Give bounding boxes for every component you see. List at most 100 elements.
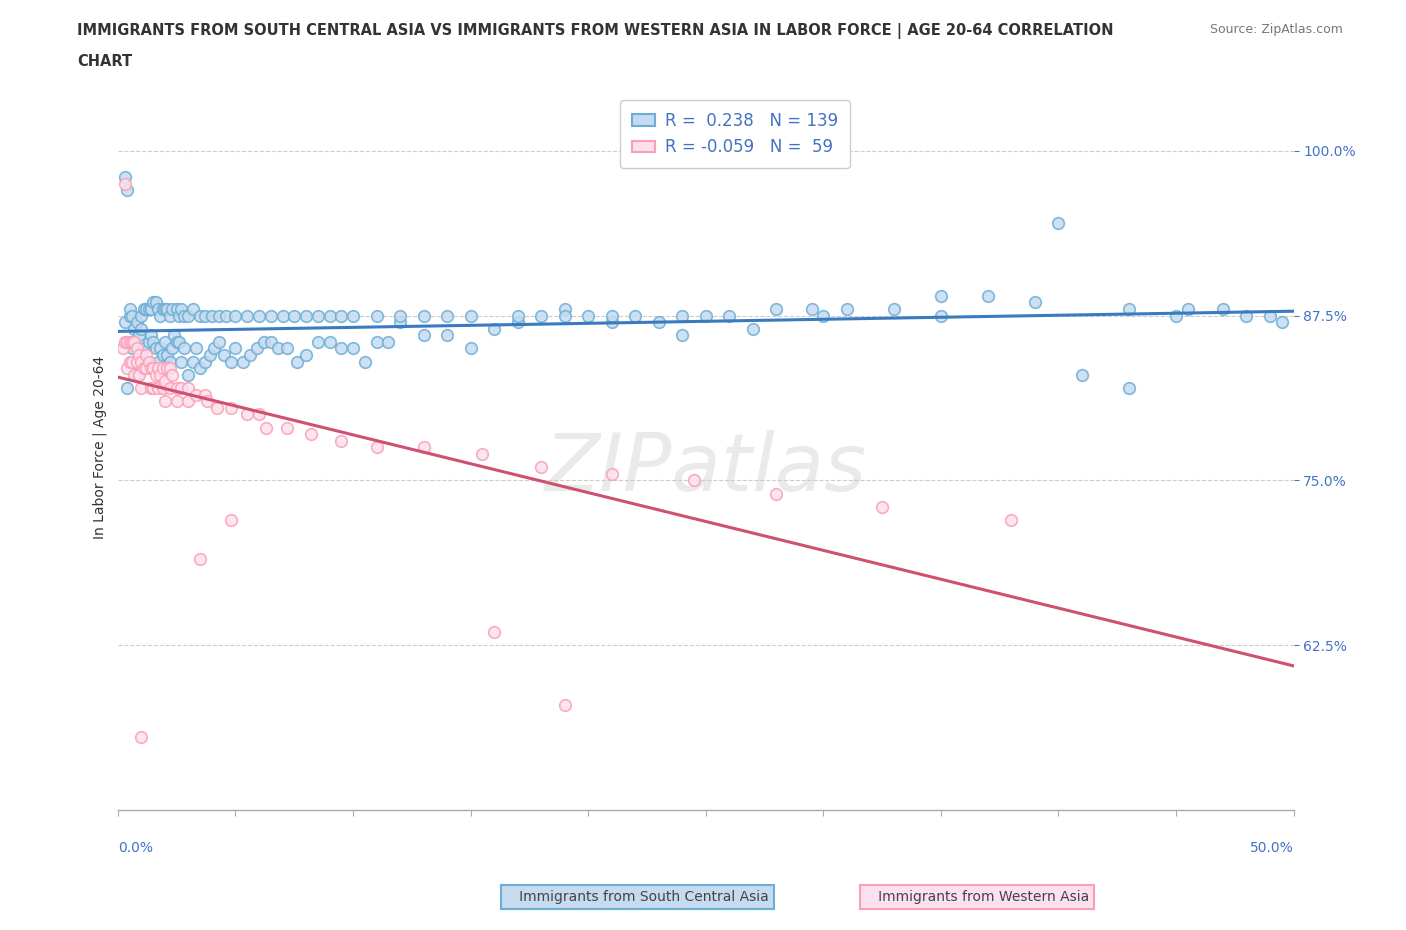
- Point: [131, 321, 153, 336]
- Point: [1258, 308, 1281, 323]
- Point: [128, 367, 150, 382]
- Point: [152, 361, 174, 376]
- Text: CHART: CHART: [77, 54, 132, 69]
- Point: [318, 308, 340, 323]
- Point: [125, 341, 148, 356]
- Point: [283, 308, 305, 323]
- Point: [1024, 295, 1046, 310]
- Point: [181, 301, 204, 316]
- Point: [219, 401, 242, 416]
- Point: [671, 328, 693, 343]
- Point: [170, 354, 193, 369]
- Point: [139, 328, 162, 343]
- Point: [1212, 301, 1234, 316]
- Point: [482, 625, 505, 640]
- Point: [1118, 380, 1140, 395]
- Point: [1177, 301, 1199, 316]
- Point: [142, 361, 165, 376]
- Point: [460, 308, 482, 323]
- Point: [149, 367, 172, 382]
- Point: [285, 354, 308, 369]
- Point: [117, 335, 139, 350]
- Point: [177, 380, 200, 395]
- Point: [271, 308, 294, 323]
- Point: [145, 367, 167, 382]
- Point: [125, 354, 148, 369]
- Point: [236, 407, 259, 422]
- Point: [765, 301, 787, 316]
- Point: [117, 183, 139, 198]
- Point: [159, 361, 181, 376]
- Point: [253, 335, 276, 350]
- Point: [765, 486, 787, 501]
- Point: [152, 348, 174, 363]
- Text: ZIPatlas: ZIPatlas: [544, 431, 866, 508]
- Point: [152, 380, 174, 395]
- Point: [145, 341, 167, 356]
- Point: [135, 348, 157, 363]
- Point: [166, 393, 188, 408]
- Point: [232, 354, 254, 369]
- Point: [184, 341, 207, 356]
- Point: [166, 380, 188, 395]
- Point: [173, 341, 195, 356]
- Point: [114, 335, 136, 350]
- Point: [166, 301, 188, 316]
- Point: [114, 169, 136, 184]
- Point: [342, 341, 364, 356]
- Point: [128, 348, 150, 363]
- Point: [471, 446, 494, 461]
- Point: [377, 335, 399, 350]
- Point: [146, 301, 169, 316]
- Point: [114, 314, 136, 329]
- Point: [506, 308, 529, 323]
- Point: [267, 341, 290, 356]
- Point: [883, 301, 905, 316]
- Point: [124, 367, 146, 382]
- Point: [554, 308, 576, 323]
- Point: [1000, 512, 1022, 527]
- Point: [160, 341, 183, 356]
- Point: [695, 308, 717, 323]
- Text: Immigrants from South Central Asia: Immigrants from South Central Asia: [506, 890, 769, 904]
- Point: [124, 321, 146, 336]
- Point: [139, 361, 162, 376]
- Point: [307, 335, 329, 350]
- Point: [246, 341, 269, 356]
- Point: [111, 341, 134, 356]
- Point: [149, 308, 172, 323]
- Point: [835, 301, 858, 316]
- Point: [173, 308, 195, 323]
- Point: [219, 512, 242, 527]
- Point: [247, 308, 270, 323]
- Point: [741, 321, 763, 336]
- Point: [600, 466, 623, 481]
- Point: [166, 335, 188, 350]
- Legend: R =  0.238   N = 139, R = -0.059   N =  59: R = 0.238 N = 139, R = -0.059 N = 59: [620, 100, 849, 168]
- Point: [624, 308, 647, 323]
- Point: [870, 499, 893, 514]
- Point: [167, 308, 190, 323]
- Point: [1271, 314, 1294, 329]
- Point: [1236, 308, 1258, 323]
- Point: [647, 314, 669, 329]
- Point: [149, 341, 172, 356]
- Point: [208, 308, 231, 323]
- Point: [139, 301, 162, 316]
- Point: [198, 348, 221, 363]
- Point: [929, 308, 952, 323]
- Point: [135, 354, 157, 369]
- Point: [181, 354, 204, 369]
- Point: [145, 295, 167, 310]
- Y-axis label: In Labor Force | Age 20-64: In Labor Force | Age 20-64: [93, 356, 107, 539]
- Point: [219, 354, 242, 369]
- Point: [366, 440, 388, 455]
- Point: [389, 314, 412, 329]
- Point: [482, 321, 505, 336]
- Point: [142, 380, 165, 395]
- Point: [600, 308, 623, 323]
- Point: [208, 335, 231, 350]
- Point: [153, 393, 176, 408]
- Point: [1118, 301, 1140, 316]
- Point: [156, 348, 179, 363]
